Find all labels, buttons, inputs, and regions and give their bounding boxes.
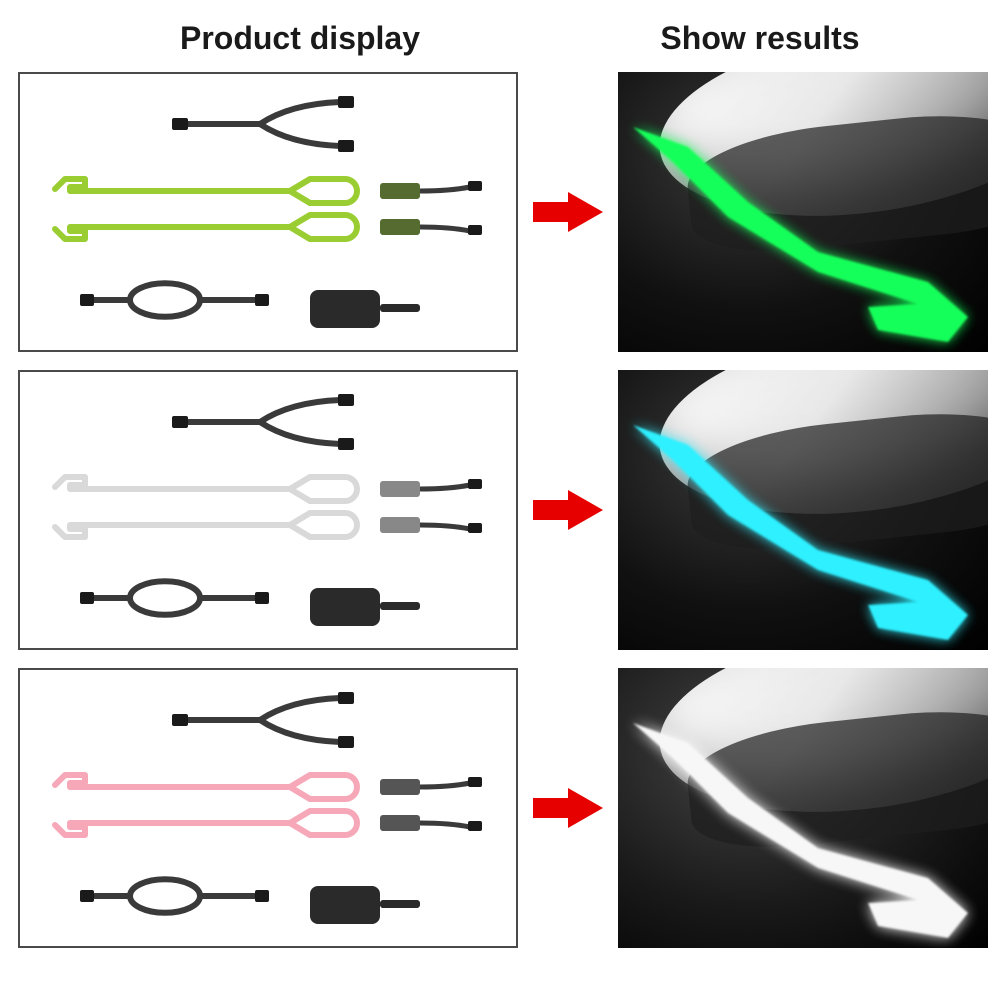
arrow-right-icon bbox=[528, 485, 608, 535]
product-box-white bbox=[18, 370, 518, 650]
led-strip-pink-icon bbox=[50, 765, 490, 855]
loop-cable-icon bbox=[80, 573, 280, 623]
product-box-green bbox=[18, 72, 518, 352]
loop-cable-icon bbox=[80, 275, 280, 325]
result-box-cyan bbox=[618, 370, 988, 650]
variant-row-cyan bbox=[10, 365, 990, 655]
battery-controller-icon bbox=[310, 886, 380, 924]
battery-controller-icon bbox=[310, 588, 380, 626]
loop-cable-icon bbox=[80, 871, 280, 921]
result-box-white bbox=[618, 668, 988, 948]
y-splitter-cable-icon bbox=[170, 392, 390, 452]
variant-row-green bbox=[10, 67, 990, 357]
glow-strip-white-icon bbox=[618, 668, 988, 948]
header-product-display: Product display bbox=[40, 20, 560, 57]
variant-row-white bbox=[10, 663, 990, 953]
y-splitter-cable-icon bbox=[170, 690, 390, 750]
glow-strip-cyan-icon bbox=[618, 370, 988, 650]
arrow-right-icon bbox=[528, 187, 608, 237]
led-strip-white-icon bbox=[50, 467, 490, 557]
header-show-results: Show results bbox=[560, 20, 960, 57]
product-box-pink bbox=[18, 668, 518, 948]
result-box-green bbox=[618, 72, 988, 352]
variant-rows bbox=[0, 67, 1000, 953]
arrow-right-icon bbox=[528, 783, 608, 833]
y-splitter-cable-icon bbox=[170, 94, 390, 154]
led-strip-green-icon bbox=[50, 169, 490, 259]
battery-controller-icon bbox=[310, 290, 380, 328]
glow-strip-green-icon bbox=[618, 72, 988, 352]
